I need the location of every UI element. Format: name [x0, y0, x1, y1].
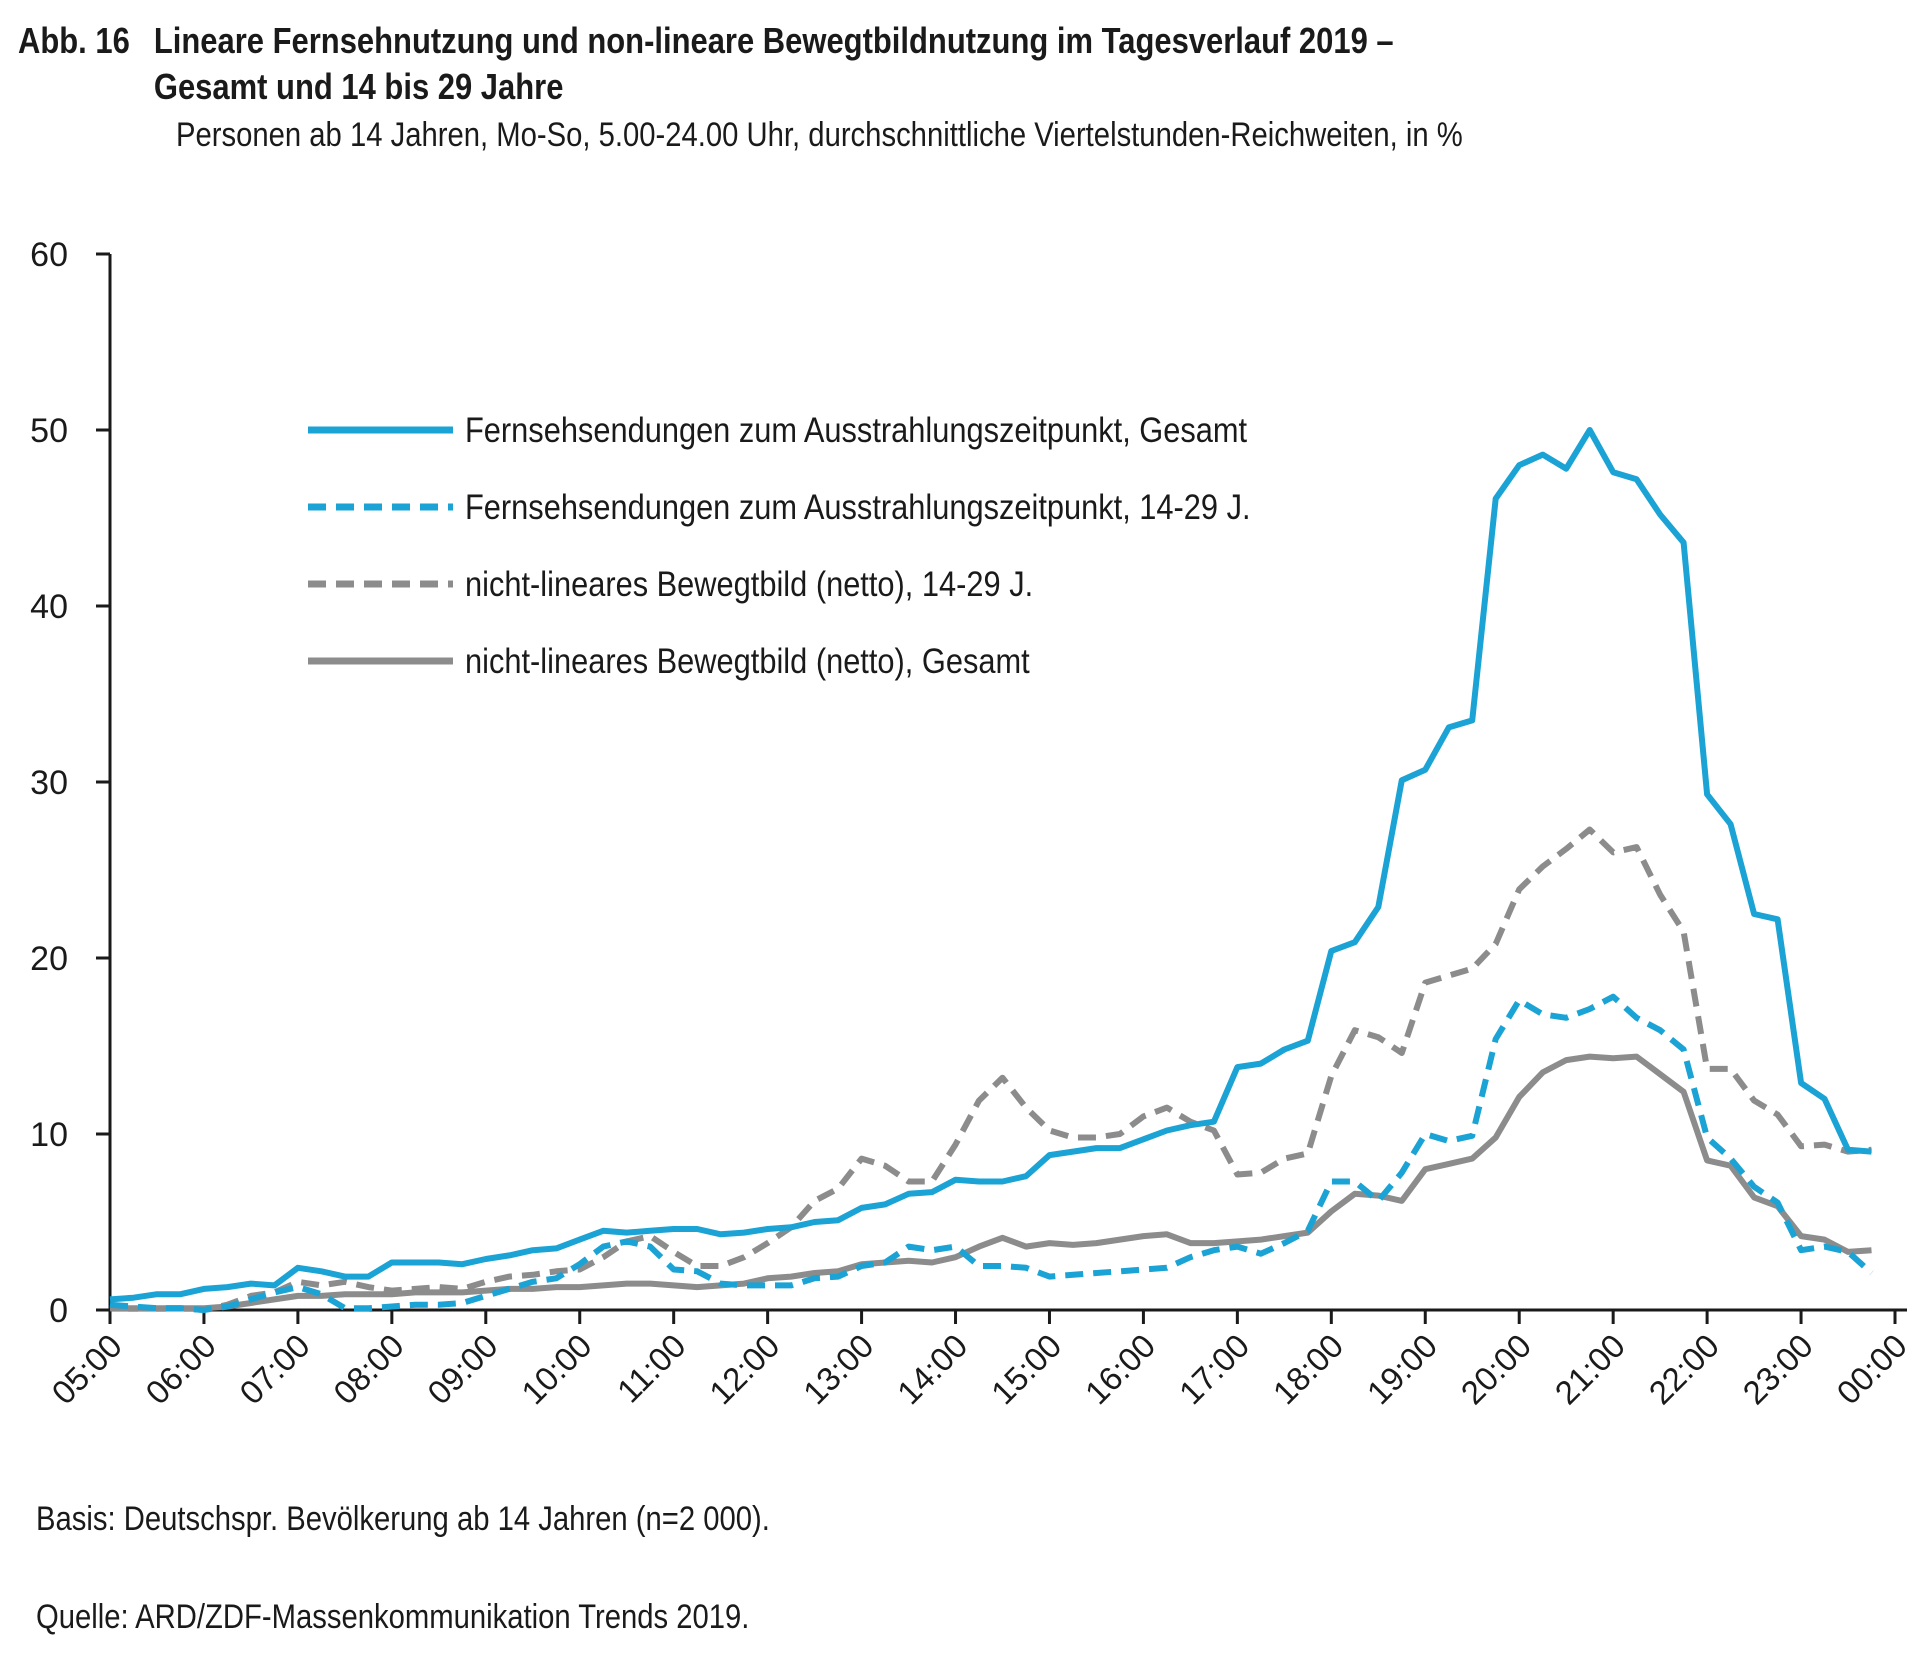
chart-subtitle: Personen ab 14 Jahren, Mo-So, 5.00-24.00… [176, 116, 1463, 154]
x-tick-label: 19:00 [1360, 1327, 1445, 1412]
y-tick-label: 30 [30, 764, 68, 802]
series-line-4 [110, 1053, 1872, 1312]
x-tick-label: 14:00 [890, 1327, 975, 1412]
y-tick-label: 40 [30, 588, 68, 626]
x-tick-label: 07:00 [232, 1327, 317, 1412]
source-note: Quelle: ARD/ZDF-Massenkommunikation Tren… [36, 1598, 750, 1636]
x-tick-label: 12:00 [702, 1327, 787, 1412]
series-line-1 [109, 427, 1872, 1303]
legend-label-4: nicht-lineares Bewegtbild (netto), Gesam… [465, 641, 1030, 680]
basis-note: Basis: Deutschspr. Bevölkerung ab 14 Jah… [36, 1500, 770, 1538]
x-tick-label: 00:00 [1829, 1327, 1914, 1412]
y-tick-label: 10 [30, 1116, 68, 1154]
series-line-2 [109, 993, 1874, 1313]
x-tick-label: 08:00 [326, 1327, 411, 1412]
y-tick-label: 20 [30, 940, 68, 978]
x-tick-label: 13:00 [796, 1327, 881, 1412]
x-tick-label: 22:00 [1641, 1327, 1726, 1412]
legend-label-1: Fernsehsendungen zum Ausstrahlungszeitpu… [465, 410, 1247, 449]
x-tick-label: 10:00 [514, 1327, 599, 1412]
x-tick-label: 21:00 [1548, 1327, 1633, 1412]
x-tick-label: 20:00 [1454, 1327, 1539, 1412]
chart-title: Abb. 16 Lineare Fernsehnutzung und non-l… [18, 18, 1394, 110]
x-tick-label: 05:00 [44, 1327, 129, 1412]
x-tick-label: 16:00 [1078, 1327, 1163, 1412]
y-tick-label: 50 [30, 412, 68, 450]
chart-header: Abb. 16 Lineare Fernsehnutzung und non-l… [18, 18, 1618, 110]
series-line-3 [110, 826, 1872, 1313]
x-tick-label: 23:00 [1735, 1327, 1820, 1412]
x-tick-label: 17:00 [1172, 1327, 1257, 1412]
title-line-1: Lineare Fernsehnutzung und non-lineare B… [153, 20, 1394, 61]
x-tick-label: 11:00 [610, 1327, 693, 1410]
legend-label-3: nicht-lineares Bewegtbild (netto), 14-29… [465, 564, 1033, 603]
x-tick-label: 18:00 [1266, 1327, 1351, 1412]
title-line-2: Gesamt und 14 bis 29 Jahre [153, 66, 564, 107]
y-tick-label: 60 [30, 236, 68, 274]
y-tick-label: 0 [49, 1292, 68, 1330]
x-tick-label: 15:00 [984, 1327, 1069, 1412]
x-tick-label: 06:00 [138, 1327, 223, 1412]
legend-label-2: Fernsehsendungen zum Ausstrahlungszeitpu… [465, 487, 1251, 526]
line-chart: 0 10 20 30 40 50 60 05:00 06:00 07:00 08:00 09:00 10… [30, 236, 1914, 1412]
figure-label: Abb. 16 [18, 20, 130, 61]
x-tick-label: 09:00 [420, 1327, 505, 1412]
